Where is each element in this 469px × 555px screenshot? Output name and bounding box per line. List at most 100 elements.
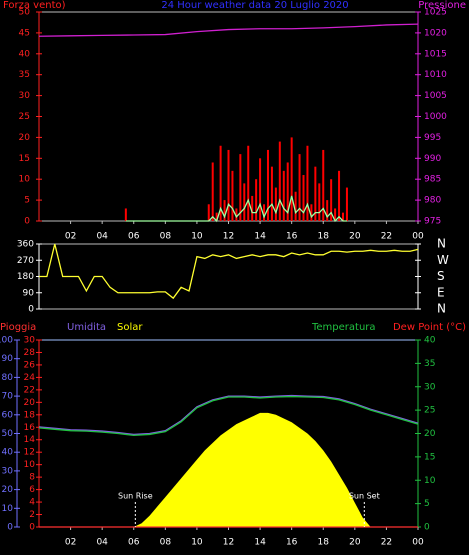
bar	[255, 179, 258, 221]
y2-axis-title: Pressione	[418, 0, 466, 11]
y-tick-label: 5	[424, 499, 430, 509]
y-tick-label: 15	[19, 154, 30, 164]
series-line	[39, 243, 419, 300]
x-tick-label: 20	[349, 538, 361, 548]
y-tick-label: 30	[424, 382, 436, 392]
y-tick-label: 25	[19, 112, 30, 122]
y-tick-label: 2	[29, 510, 35, 520]
bar	[334, 208, 337, 221]
y-tick-label: 975	[424, 217, 441, 227]
bar	[314, 166, 317, 221]
chart-title: 24 Hour weather data 20 Luglio 2020	[161, 0, 348, 11]
bar	[345, 187, 348, 221]
bar	[266, 149, 269, 221]
y-tick-label: 20	[2, 485, 14, 495]
bar	[219, 145, 222, 221]
y-tick-label: 35	[19, 70, 30, 80]
x-tick-label: 06	[128, 538, 140, 548]
y-tick-label: 10	[424, 476, 436, 486]
series-line	[125, 195, 347, 223]
event-label: Sun Set	[349, 492, 380, 501]
series-line	[38, 395, 419, 437]
y-tick-label: 28	[24, 348, 36, 358]
y-tick-label: 985	[424, 175, 441, 185]
series-line	[38, 23, 419, 37]
y-tick-label: 22	[24, 385, 35, 395]
bar	[207, 204, 210, 221]
bar	[290, 137, 293, 221]
y-tick-label: 0	[29, 523, 35, 533]
bar	[341, 212, 344, 221]
y2-axis-title: Dew Point (°C)	[393, 322, 466, 333]
bar	[278, 141, 281, 221]
series-line	[38, 394, 419, 436]
y-tick-label: 40	[19, 49, 31, 59]
x-tick-label: 20	[349, 232, 361, 242]
x-tick-label: 08	[160, 232, 172, 242]
y-tick-label: 35	[424, 359, 435, 369]
x-tick-label: 22	[381, 538, 392, 548]
y-tick-label: 8	[29, 473, 35, 483]
bar	[124, 208, 127, 221]
y-tick-label: 50	[19, 8, 31, 18]
y-tick-label: 10	[24, 460, 36, 470]
y-tick-label: 100	[0, 336, 13, 346]
x-tick-label: 14	[254, 538, 266, 548]
y-tick-label: 24	[24, 373, 36, 383]
bar	[263, 204, 266, 221]
legend-label: Pioggia	[0, 322, 36, 333]
y-tick-label: 4	[29, 498, 35, 508]
y-tick-label: 20	[424, 429, 436, 439]
y-tick-label: 20	[24, 398, 36, 408]
y-tick-label: S	[437, 269, 445, 283]
bar	[306, 145, 309, 221]
y-tick-label: 0	[7, 523, 13, 533]
y-tick-label: 10	[2, 504, 14, 514]
x-tick-label: 16	[286, 232, 298, 242]
y-tick-label: 0	[424, 523, 430, 533]
legend-label: Umidita	[67, 322, 106, 333]
bar	[227, 149, 230, 221]
y-tick-label: 30	[19, 91, 31, 101]
y-tick-label: 45	[19, 28, 30, 38]
y-tick-label: 20	[19, 133, 31, 143]
y-tick-label: 16	[24, 423, 36, 433]
x-tick-label: 00	[412, 232, 424, 242]
y-tick-label: 70	[2, 392, 14, 402]
x-tick-label: 10	[191, 232, 203, 242]
y-tick-label: 14	[24, 435, 36, 445]
x-tick-label: 06	[128, 232, 140, 242]
y-tick-label: 1005	[424, 91, 447, 101]
bar	[243, 183, 246, 221]
bar	[259, 158, 262, 221]
legend-label: Temperatura	[311, 322, 376, 333]
y-tick-label: 90	[2, 354, 14, 364]
bar	[326, 200, 329, 221]
y-tick-label: 270	[17, 256, 34, 266]
y-tick-label: 1000	[424, 112, 447, 122]
x-tick-label: 12	[223, 538, 234, 548]
bar	[338, 170, 341, 221]
y-tick-label: 25	[424, 406, 435, 416]
bar	[282, 170, 285, 221]
bar	[251, 195, 254, 221]
x-tick-label: 04	[96, 232, 108, 242]
bar	[310, 204, 313, 221]
y-tick-label: 50	[2, 429, 14, 439]
y-tick-label: 360	[17, 240, 34, 250]
y-tick-label: 30	[24, 336, 36, 346]
bar	[223, 200, 226, 221]
bar	[247, 145, 250, 221]
y-tick-label: 180	[17, 272, 34, 282]
y-tick-label: 980	[424, 196, 441, 206]
y-tick-label: 1025	[424, 8, 447, 18]
y-tick-label: 18	[24, 410, 36, 420]
bar	[286, 162, 289, 221]
bar	[294, 191, 297, 221]
bar	[235, 208, 238, 221]
y-tick-label: 40	[2, 448, 14, 458]
y-tick-label: 1010	[424, 70, 447, 80]
y-tick-label: 995	[424, 133, 441, 143]
x-tick-label: 08	[160, 538, 172, 548]
